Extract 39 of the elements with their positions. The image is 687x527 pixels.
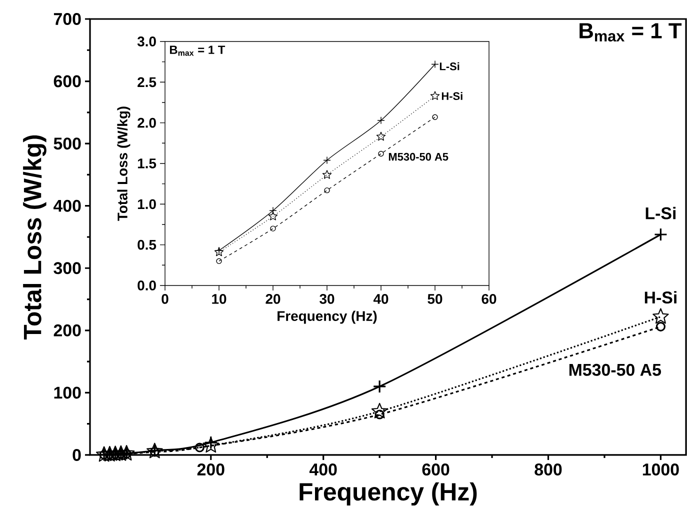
x-tick-label: 30 <box>320 294 334 304</box>
y-tick-label: 200 <box>54 324 81 336</box>
y-tick-label: 500 <box>54 138 81 150</box>
y-tick-label: 0.0 <box>138 280 156 290</box>
x-tick-label: 0 <box>162 294 168 304</box>
y-tick-label: 100 <box>54 386 81 399</box>
x-tick-label: 800 <box>534 464 562 476</box>
x-tick-label: 20 <box>266 294 280 304</box>
y-tick-label: 400 <box>53 200 81 212</box>
y-tick-label: 3.0 <box>137 36 156 46</box>
series-label: H-Si <box>644 291 676 304</box>
y-tick-label: 300 <box>54 262 81 274</box>
y-tick-label: 0.5 <box>138 240 156 250</box>
y-axis-title: Total Loss (W/kg) <box>117 106 130 221</box>
series-label: M530-50 A5 <box>569 364 662 376</box>
x-tick-label: 40 <box>373 294 388 304</box>
y-tick-label: 2.5 <box>138 77 156 88</box>
annotation: B$_{max}$ = 1 T <box>580 23 682 42</box>
x-tick-label: 1000 <box>642 464 679 476</box>
y-tick-label: 700 <box>54 12 81 25</box>
series-label: L-Si <box>440 62 460 70</box>
series-label: L-Si <box>646 206 676 220</box>
x-tick-label: 400 <box>309 464 337 476</box>
x-axis-title: Frequency (Hz) <box>300 482 477 506</box>
y-axis-title: Total Loss (W/kg) <box>23 135 46 340</box>
y-tick-label: 2.0 <box>138 118 156 128</box>
y-tick-label: 1.0 <box>138 199 156 210</box>
x-tick-label: 60 <box>482 294 496 304</box>
x-tick-label: 600 <box>422 464 450 476</box>
series-label: M530-50 A5 <box>388 152 448 161</box>
y-tick-label: 0 <box>72 448 81 461</box>
y-tick-label: 600 <box>54 75 81 88</box>
x-tick-label: 200 <box>197 464 224 476</box>
x-tick-label: 10 <box>212 294 226 304</box>
annotation: B$_{max}$ = 1 T <box>170 46 226 56</box>
series-label: H-Si <box>442 92 462 100</box>
y-tick-label: 1.5 <box>138 158 156 168</box>
x-tick-label: 50 <box>428 294 442 304</box>
x-axis-title: Frequency (Hz) <box>278 310 377 324</box>
